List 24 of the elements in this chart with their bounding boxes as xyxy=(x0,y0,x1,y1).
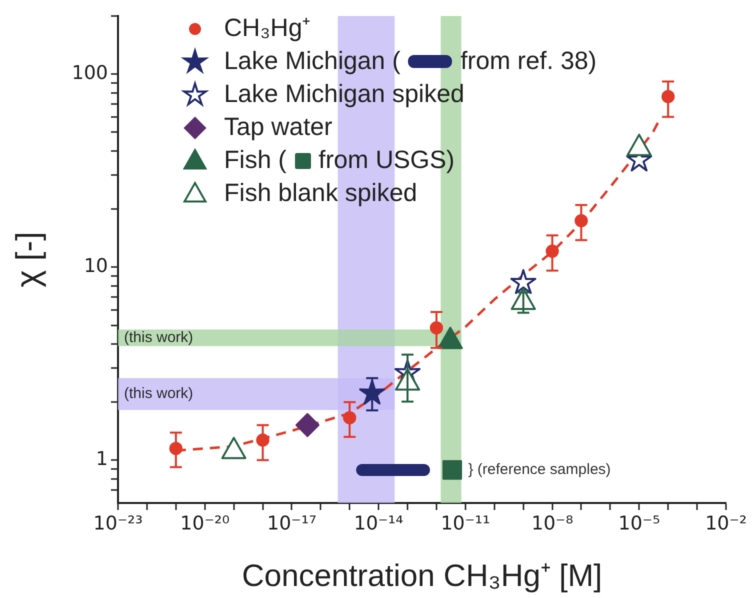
x-tick-label: 10⁻² xyxy=(705,512,747,534)
y-tick-label: 10 xyxy=(84,255,108,278)
x-tick-label: 10⁻⁸ xyxy=(531,512,574,534)
legend-label: from USGS) xyxy=(318,145,455,176)
legend-label: Fish blank spiked xyxy=(224,178,418,209)
legend-label: from ref. 38) xyxy=(460,46,597,77)
legend-label: Lake Michigan ( xyxy=(224,46,400,77)
x-tick-label: 10⁻¹⁷ xyxy=(266,512,316,534)
x-tick-label: 10⁻²⁰ xyxy=(180,512,230,534)
band-label: (this work) xyxy=(124,328,194,346)
band-label: (this work) xyxy=(124,385,194,402)
y-tick-label: 1 xyxy=(96,448,108,470)
legend-label: CH₃Hg⁺ xyxy=(224,13,310,44)
legend-label: Fish ( xyxy=(224,145,286,176)
y-tick-label: 100 xyxy=(72,62,108,84)
x-tick-label: 10⁻¹⁴ xyxy=(354,512,404,534)
x-tick-label: 10⁻²³ xyxy=(93,512,143,534)
legend-label: Tap water xyxy=(224,112,332,143)
y-axis-title: χ [-] xyxy=(8,232,46,288)
legend-label: Lake Michigan spiked xyxy=(224,79,464,110)
annotation: } (reference samples) xyxy=(468,461,611,478)
x-axis-title: Concentration CH₃Hg⁺ [M] xyxy=(242,558,602,593)
x-tick-label: 10⁻⁵ xyxy=(618,512,660,534)
x-tick-label: 10⁻¹¹ xyxy=(440,512,490,534)
